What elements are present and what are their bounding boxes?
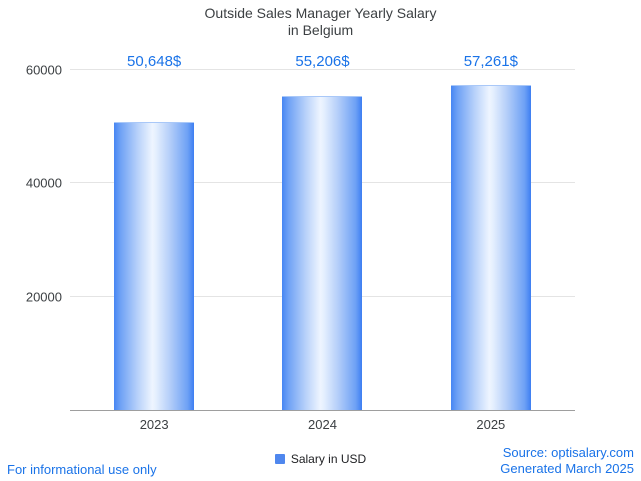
x-axis: 2023 2024 2025	[70, 417, 575, 432]
y-axis: 20000 40000 60000	[0, 63, 62, 410]
disclaimer-text: For informational use only	[7, 462, 157, 477]
source-link[interactable]: Source: optisalary.com	[502, 445, 634, 460]
gridline	[70, 69, 575, 70]
bar	[450, 84, 531, 410]
x-tick-label: 2025	[476, 417, 506, 432]
chart-title: Outside Sales Manager Yearly Salary in B…	[204, 5, 437, 38]
value-label: 57,261$	[463, 53, 518, 70]
footer-source-block: Source: optisalary.com Generated March 2…	[500, 445, 634, 477]
generated-date: Generated March 2025	[500, 461, 634, 476]
y-tick-label: 20000	[25, 289, 62, 305]
legend-swatch-icon	[274, 454, 285, 464]
legend: Salary in USD	[0, 452, 641, 466]
value-labels-row: 50,648$ 55,206$ 57,261$	[70, 53, 575, 70]
bar	[114, 122, 195, 410]
bar-slot	[407, 70, 575, 410]
bar-slot	[70, 70, 238, 410]
x-tick-label: 2023	[139, 417, 169, 432]
bars	[70, 70, 575, 410]
value-label: 55,206$	[295, 53, 350, 70]
bar-slot	[238, 70, 406, 410]
legend-label: Salary in USD	[290, 452, 367, 466]
value-label: 50,648$	[127, 53, 182, 70]
x-tick-label: 2024	[308, 417, 337, 432]
y-tick-label: 60000	[25, 62, 62, 78]
bar	[282, 96, 363, 410]
plot-area	[70, 69, 575, 411]
y-tick-label: 40000	[25, 175, 62, 191]
